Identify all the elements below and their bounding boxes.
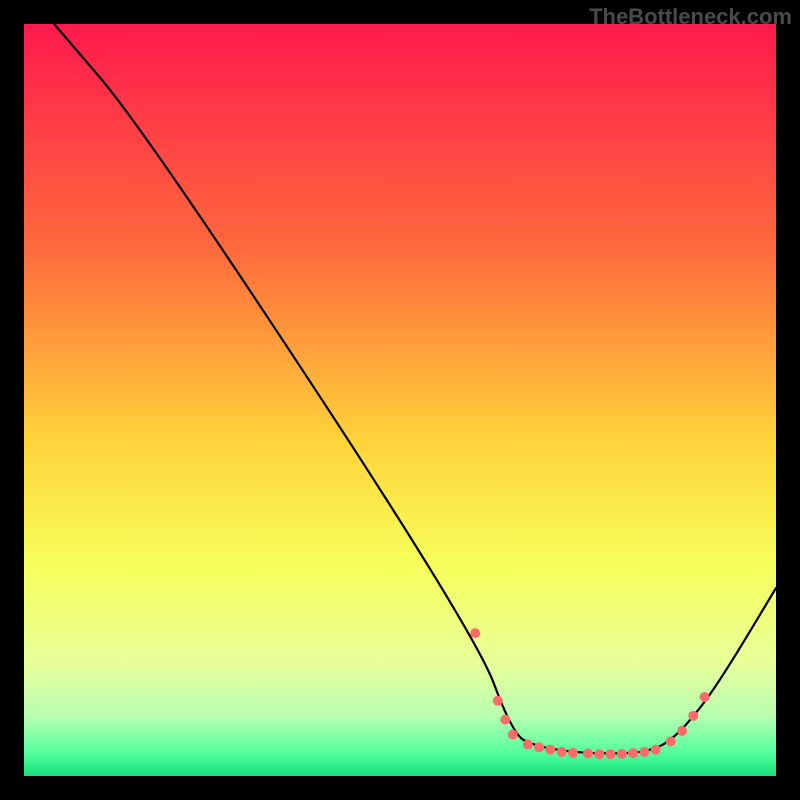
chart-container: TheBottleneck.com	[0, 0, 800, 800]
watermark-text: TheBottleneck.com	[589, 4, 792, 30]
bottleneck-chart	[0, 0, 800, 800]
